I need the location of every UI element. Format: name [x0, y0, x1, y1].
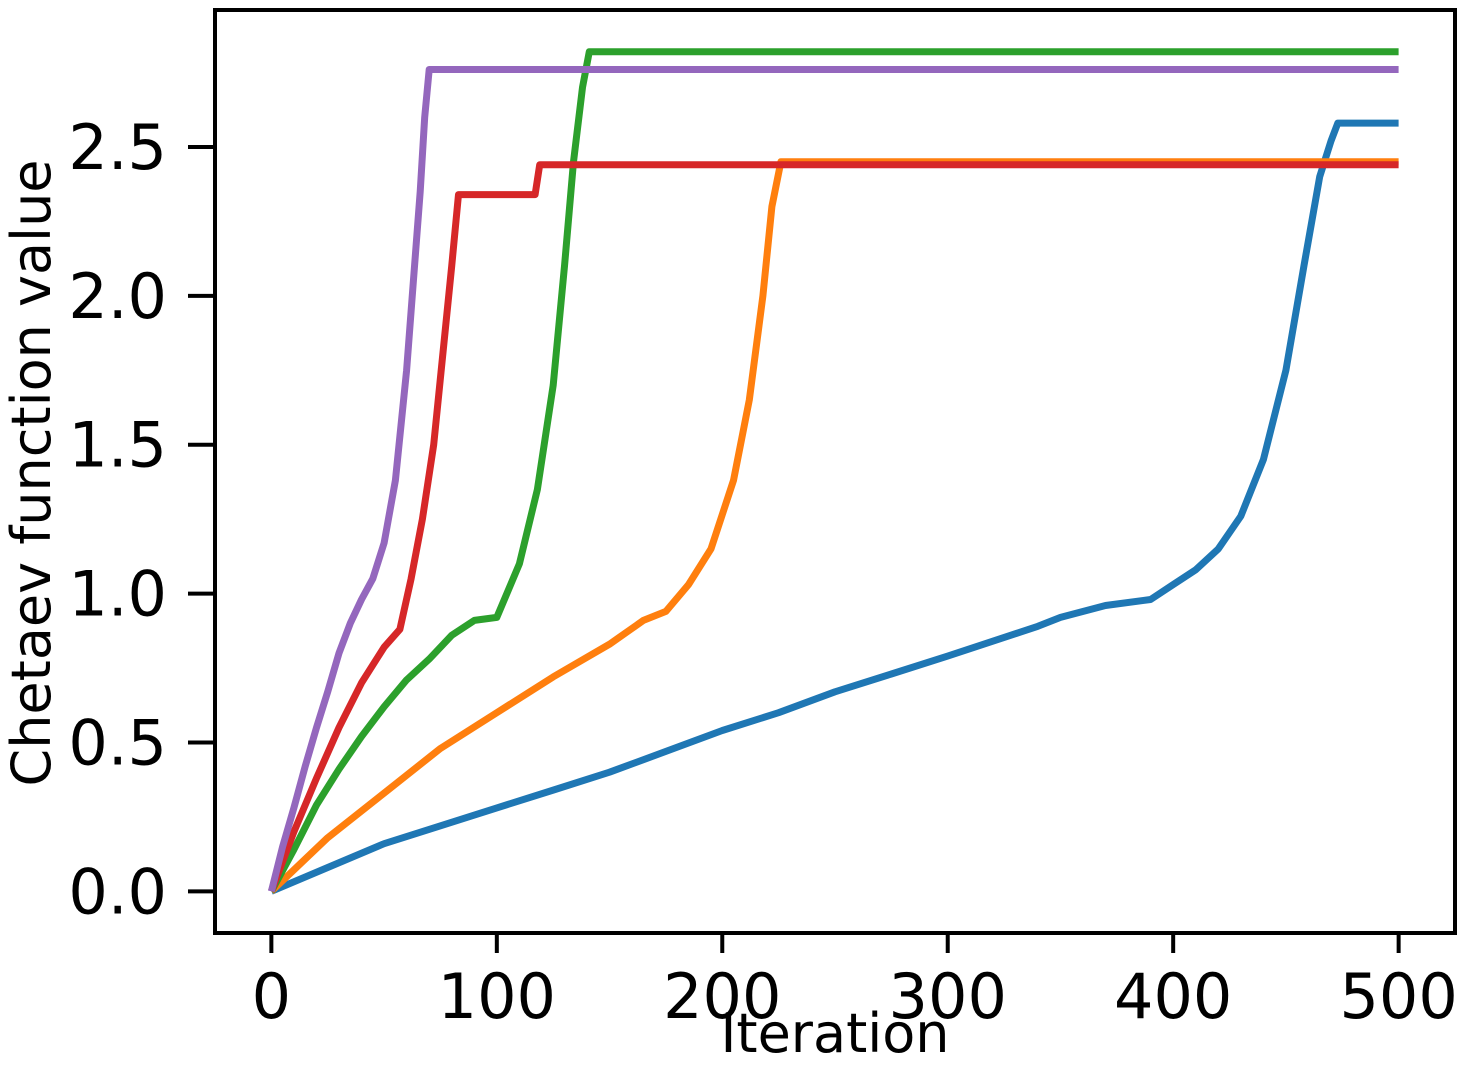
series-line-5	[268, 66, 1399, 893]
series-line-4	[268, 161, 1399, 893]
y-tick-label: 2.5	[68, 111, 167, 184]
y-tick-label: 1.5	[68, 409, 167, 482]
plot-frame	[213, 8, 1457, 935]
x-tick-label: 0	[252, 960, 291, 1033]
x-tick-label: 500	[1339, 960, 1457, 1033]
y-tick-label: 2.0	[68, 260, 167, 333]
y-tick-label: 1.0	[68, 558, 167, 631]
series-layer	[268, 48, 1399, 895]
x-tick-label: 200	[663, 960, 781, 1033]
x-axis-title: Iteration	[720, 1002, 949, 1065]
y-tick-label: 0.0	[68, 855, 167, 928]
x-tick-label: 300	[889, 960, 1007, 1033]
y-tick-label: 0.5	[68, 706, 167, 779]
series-line-1	[270, 119, 1399, 895]
x-tick-label: 400	[1114, 960, 1232, 1033]
axes-layer: 0 100 200 300 400 500 0.0 0.5 1.0 1.5 2.0 2.5	[68, 8, 1458, 1033]
x-tick-label: 100	[438, 960, 556, 1033]
series-line-2	[268, 158, 1399, 894]
series-line-3	[268, 48, 1399, 893]
y-axis-title: Chetaev function value	[0, 159, 63, 786]
